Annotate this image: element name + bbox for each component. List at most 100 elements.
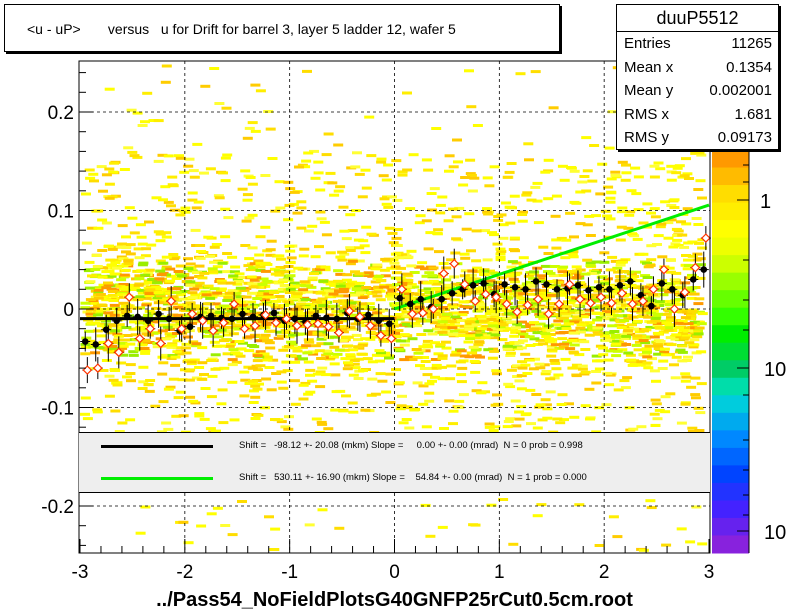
heat-cell (311, 417, 322, 421)
data-point-red (82, 365, 93, 375)
heat-cell (231, 360, 242, 364)
heat-cell (309, 298, 320, 302)
heat-cell (645, 499, 656, 503)
heat-cell (155, 294, 166, 298)
heat-cell (669, 206, 680, 209)
heat-cell (694, 326, 705, 330)
x-tick-label: -2 (176, 562, 193, 583)
heat-cell (260, 269, 271, 273)
heat-cell (646, 258, 657, 262)
heat-cell (104, 182, 115, 186)
heat-cell (194, 366, 205, 369)
heat-cell (276, 380, 287, 384)
heat-cell (270, 527, 281, 531)
heat-cell (285, 249, 296, 253)
heat-cell (338, 330, 349, 334)
heat-cell (283, 427, 294, 431)
data-point-red (449, 258, 460, 269)
heat-cell (338, 306, 349, 310)
heat-cell (98, 283, 109, 287)
heat-cell (503, 309, 514, 313)
heat-cell (424, 291, 435, 294)
heat-cell (480, 336, 491, 340)
heat-cell (205, 296, 216, 300)
heat-cell (323, 352, 334, 355)
heat-cell (137, 291, 148, 295)
heat-cell (602, 310, 612, 314)
heat-cell (617, 160, 628, 164)
heat-cell (279, 284, 290, 288)
heat-cell (404, 426, 415, 430)
heat-cell (498, 323, 509, 327)
heat-cell (261, 322, 272, 326)
heat-cell (569, 343, 580, 347)
data-point-black (669, 286, 676, 293)
heat-cell (233, 327, 243, 331)
heat-cell (435, 343, 446, 347)
data-point-red (533, 294, 543, 304)
heat-cell (430, 321, 441, 325)
heat-cell (616, 343, 627, 347)
heat-cell (339, 252, 350, 256)
heat-cell (255, 334, 266, 337)
heat-cell (345, 246, 356, 250)
heat-cell (166, 204, 176, 208)
heat-cell (558, 345, 569, 349)
heat-cell (616, 326, 627, 329)
heat-cell (616, 225, 627, 229)
heat-cell (156, 298, 167, 302)
heat-cell (686, 385, 697, 389)
heat-cell (483, 212, 494, 216)
heat-cell (87, 274, 97, 278)
heat-cell (97, 275, 108, 279)
heat-cell (249, 389, 259, 393)
heat-cell (375, 279, 386, 283)
heat-cell (104, 394, 115, 398)
heat-cell (475, 289, 486, 293)
heat-cell (117, 421, 128, 425)
heat-cell (652, 417, 663, 421)
heat-cell (579, 340, 590, 344)
heat-cell (416, 333, 427, 336)
heat-cell (422, 312, 432, 316)
heat-cell (626, 283, 637, 287)
heat-cell (123, 261, 134, 265)
heat-cell (633, 208, 644, 212)
heat-cell (655, 340, 666, 343)
heat-cell (338, 409, 349, 413)
heat-cell (628, 315, 639, 319)
heat-cell (587, 325, 597, 329)
heat-cell (361, 286, 372, 289)
heat-cell (657, 367, 668, 370)
heat-cell (454, 291, 465, 295)
heat-cell (641, 347, 652, 351)
heat-cell (505, 205, 516, 209)
heat-cell (518, 292, 528, 296)
heat-cell (665, 318, 676, 322)
heat-cell (372, 265, 383, 269)
heat-cell (381, 354, 392, 358)
heat-cell (482, 207, 492, 211)
heat-cell (605, 349, 616, 353)
heat-cell (208, 293, 219, 297)
heat-cell (448, 165, 459, 169)
heat-cell (378, 308, 389, 312)
heat-cell (541, 370, 552, 373)
heat-cell (556, 403, 567, 406)
heat-cell (380, 274, 391, 278)
heat-cell (446, 258, 457, 262)
heat-cell (572, 304, 583, 308)
heat-cell (605, 268, 616, 272)
heat-cell (283, 180, 294, 184)
heat-cell (540, 264, 551, 268)
heat-cell (448, 422, 458, 426)
heat-cell (171, 291, 182, 295)
heat-cell (293, 308, 304, 312)
heat-cell (422, 373, 433, 377)
heat-cell (221, 293, 232, 297)
heat-cell (205, 427, 216, 431)
heat-cell (397, 394, 407, 398)
heat-cell (118, 283, 129, 286)
heat-cell (641, 292, 652, 296)
heat-cell (665, 258, 676, 262)
